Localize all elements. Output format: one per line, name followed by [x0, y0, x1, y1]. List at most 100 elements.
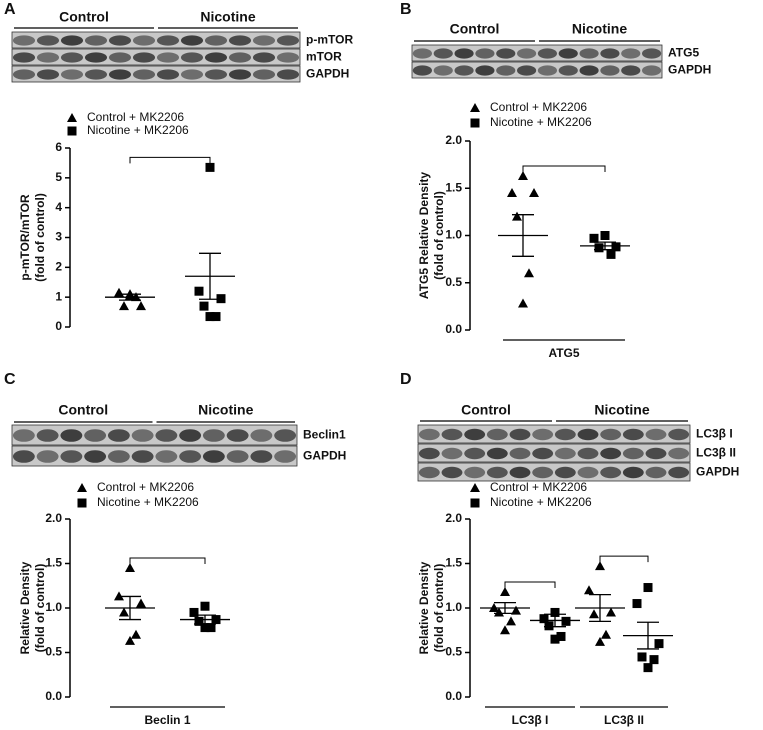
- blot-band: [577, 428, 599, 441]
- panel-label: B: [400, 1, 412, 18]
- y-tick-label: 4: [55, 200, 62, 214]
- blot-band: [486, 428, 508, 441]
- data-point: [556, 631, 566, 641]
- blot-band: [84, 69, 108, 80]
- data-point: [589, 233, 599, 243]
- blot-band: [155, 429, 178, 442]
- blot-group-label: Control: [461, 402, 511, 418]
- blot-band: [600, 447, 622, 460]
- blot-band: [537, 48, 558, 59]
- blot-band: [84, 52, 108, 63]
- blot-band: [156, 35, 180, 46]
- blot-band: [554, 466, 576, 479]
- y-tick-label: 2.0: [445, 511, 462, 525]
- blot-band-label: GAPDH: [668, 63, 711, 77]
- legend-label: Control + MK2206: [490, 480, 587, 494]
- blot-band: [621, 48, 641, 59]
- data-point: [136, 598, 146, 608]
- data-point: [119, 301, 129, 311]
- blot-band: [84, 450, 107, 463]
- error-bar: [589, 594, 611, 622]
- data-point: [512, 211, 522, 221]
- blot-band: [131, 429, 154, 442]
- blot-band: [558, 48, 578, 59]
- error-bar: [594, 241, 616, 251]
- blot-band: [496, 48, 516, 59]
- data-point: [654, 639, 664, 649]
- blot-band: [418, 447, 440, 460]
- blot-row: [417, 462, 691, 482]
- blot-band: [517, 65, 537, 76]
- legend-marker: [470, 483, 480, 492]
- blot-band-label: p-mTOR: [306, 33, 353, 47]
- blot-band: [645, 428, 667, 441]
- y-tick-label: 0.0: [445, 322, 462, 336]
- blot-band: [454, 48, 474, 59]
- blot-band: [36, 429, 59, 442]
- blot-band: [475, 48, 495, 59]
- blot-group-label: Nicotine: [572, 21, 627, 37]
- data-point: [189, 607, 199, 617]
- blot-band: [250, 429, 273, 442]
- blot-band: [579, 48, 599, 59]
- blot-band: [579, 65, 599, 76]
- significance-bracket: [599, 555, 649, 563]
- blot-band: [252, 69, 276, 80]
- blot-band: [645, 466, 667, 479]
- blot-band: [202, 450, 225, 463]
- error-bar: [194, 614, 216, 625]
- data-point: [637, 652, 647, 662]
- data-point: [200, 623, 210, 633]
- y-tick-label: 2.0: [45, 511, 62, 525]
- blot-band: [132, 35, 156, 46]
- legend-label: Control + MK2206: [490, 100, 587, 114]
- significance-bracket: [129, 156, 211, 164]
- blot-band: [412, 48, 432, 59]
- blot-band: [60, 69, 84, 80]
- data-point: [643, 583, 653, 593]
- category-label: ATG5: [548, 346, 579, 360]
- blot-band: [155, 450, 178, 463]
- blot-band: [517, 48, 537, 59]
- blot-band: [532, 466, 554, 479]
- blot-row: [417, 443, 691, 463]
- data-point: [643, 663, 653, 673]
- legend-label: Nicotine + MK2206: [97, 495, 199, 509]
- data-point: [125, 635, 135, 645]
- blot-band: [412, 65, 432, 76]
- blot-band: [600, 48, 620, 59]
- data-point: [518, 298, 528, 308]
- data-point: [529, 187, 539, 197]
- blot-group-label: Control: [58, 402, 108, 418]
- blot-band: [600, 428, 622, 441]
- blot-band: [642, 48, 662, 59]
- data-point: [550, 634, 560, 644]
- data-point: [194, 616, 204, 626]
- y-tick-label: 0.5: [45, 645, 62, 659]
- panel-label: A: [4, 1, 16, 18]
- significance-bracket: [504, 581, 556, 588]
- blot-band: [12, 450, 35, 463]
- blot-band: [486, 447, 508, 460]
- blot-row: [11, 424, 298, 446]
- legend-label: Control + MK2206: [87, 110, 184, 124]
- blot-group-label: Control: [59, 9, 109, 25]
- blot-band: [108, 52, 132, 63]
- blot-band: [156, 52, 180, 63]
- blot-band: [180, 52, 204, 63]
- blot-band: [204, 52, 228, 63]
- y-tick-label: 0.5: [445, 275, 462, 289]
- blot-band: [228, 69, 252, 80]
- blot-band: [274, 450, 297, 463]
- data-point: [611, 242, 621, 252]
- blot-band: [12, 35, 36, 46]
- data-point: [518, 170, 528, 180]
- blot-band: [532, 447, 554, 460]
- blot-band: [226, 429, 249, 442]
- data-point: [594, 243, 604, 253]
- blot-group-label: Control: [450, 21, 500, 37]
- legend-marker: [67, 113, 77, 122]
- blot-band: [108, 35, 132, 46]
- y-tick-label: 1.5: [445, 180, 462, 194]
- error-bar: [512, 214, 534, 257]
